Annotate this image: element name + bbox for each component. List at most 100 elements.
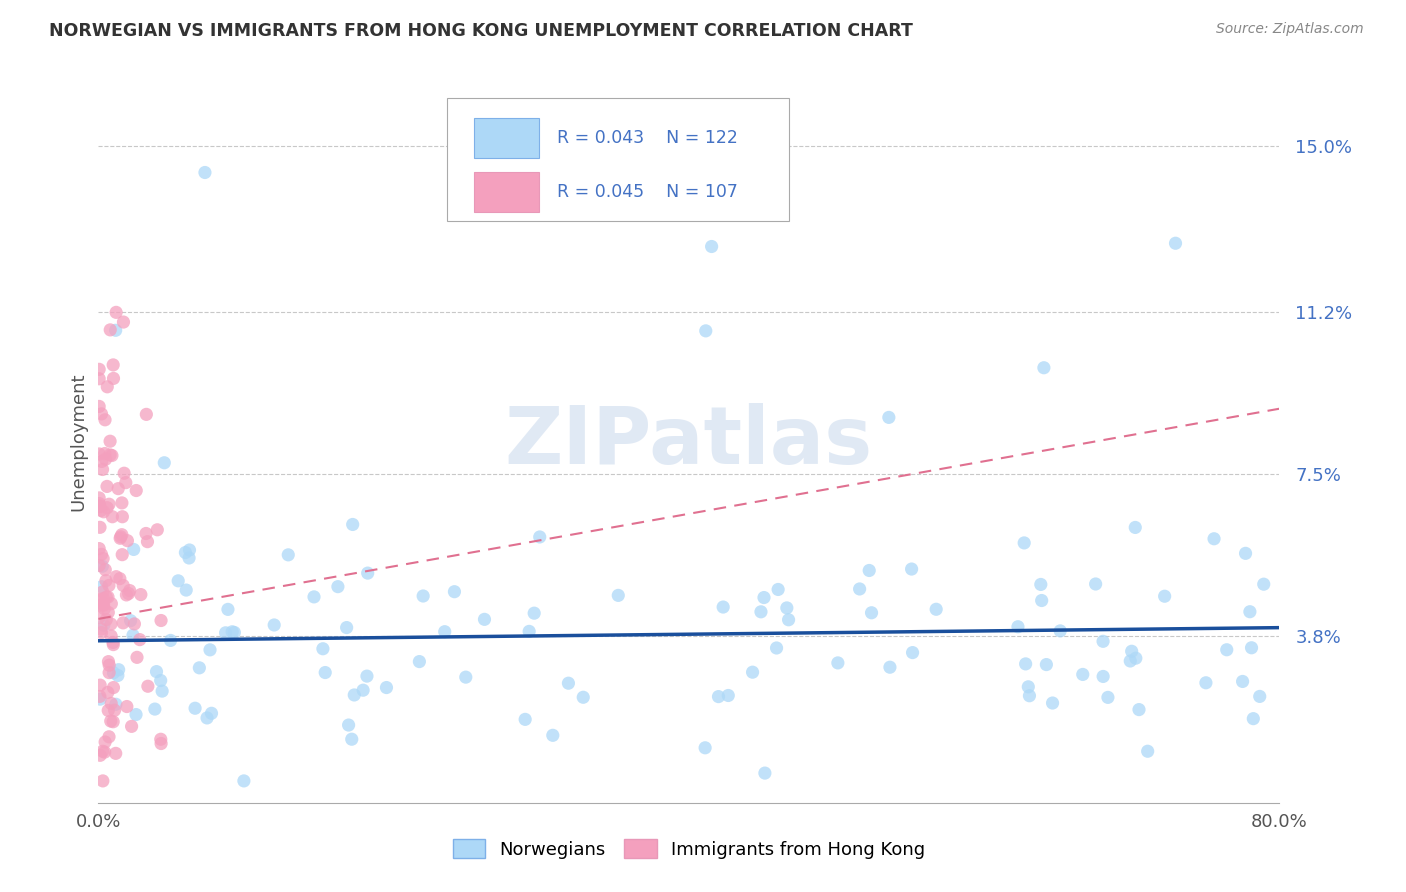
Point [707,690,730,704]
Point [89,690,111,704]
Point [1097,690,1119,705]
Point [145,665,167,679]
Point [97,685,120,699]
Point [111,496,134,510]
Text: R = 0.045    N = 107: R = 0.045 N = 107 [557,183,738,201]
Point [91,585,114,599]
Point [827,656,849,670]
Point [105,569,128,583]
Point [711,600,734,615]
Point [474,612,496,626]
Point [108,572,131,586]
Point [1240,640,1263,655]
Point [90,622,112,636]
Point [177,551,200,566]
Legend: Norwegians, Immigrants from Hong Kong: Norwegians, Immigrants from Hong Kong [446,832,932,866]
Point [89,692,111,706]
Point [340,732,363,747]
Point [1136,744,1159,758]
Point [515,712,537,726]
Point [98,323,121,337]
Point [108,531,131,545]
Point [96,590,118,604]
Point [115,699,138,714]
Point [1216,642,1239,657]
Point [128,632,150,647]
Point [221,624,243,639]
Point [149,732,172,747]
Point [94,413,117,427]
Point [121,719,143,733]
Point [217,602,239,616]
Point [112,615,135,630]
Point [129,588,152,602]
Point [352,683,374,698]
Point [93,505,115,519]
Point [90,625,112,640]
Point [412,589,434,603]
Point [901,646,924,660]
Point [93,601,115,615]
Point [695,740,717,755]
Point [200,706,222,721]
Point [1035,657,1057,672]
Point [754,766,776,780]
Point [717,689,740,703]
Point [1232,674,1254,689]
Point [91,551,114,566]
Point [117,533,139,548]
Point [124,616,146,631]
Point [302,590,325,604]
Point [89,748,111,763]
Point [277,548,299,562]
Point [150,614,173,628]
Point [89,497,111,511]
Point [776,601,799,615]
Point [1018,689,1040,703]
Point [90,454,112,468]
Point [89,447,111,461]
Text: R = 0.043    N = 122: R = 0.043 N = 122 [557,128,738,146]
FancyBboxPatch shape [474,118,538,158]
Point [312,641,335,656]
Point [572,690,595,705]
Point [153,456,176,470]
Point [1239,605,1261,619]
Point [96,479,118,493]
Point [101,509,124,524]
Point [1241,712,1264,726]
FancyBboxPatch shape [474,172,538,211]
Point [433,624,456,639]
Point [860,606,883,620]
Point [90,547,112,561]
Point [1202,532,1225,546]
Point [749,605,772,619]
Point [848,582,870,596]
Point [96,613,118,627]
Point [91,462,114,476]
Point [167,574,190,588]
Point [117,586,139,600]
Point [122,628,145,642]
Point [695,324,717,338]
Point [89,541,111,556]
Point [120,614,142,628]
Point [104,698,127,712]
Point [336,621,359,635]
Point [98,658,121,673]
Point [97,606,120,620]
Point [104,323,127,337]
Point [375,681,398,695]
Point [149,673,172,688]
Point [263,618,285,632]
Point [103,703,125,717]
Point [174,583,197,598]
Point [314,665,336,680]
Point [91,559,114,574]
Point [103,371,125,385]
Point [1092,634,1115,648]
Point [100,697,122,711]
Point [1084,577,1107,591]
Point [103,681,125,695]
Point [100,629,122,643]
